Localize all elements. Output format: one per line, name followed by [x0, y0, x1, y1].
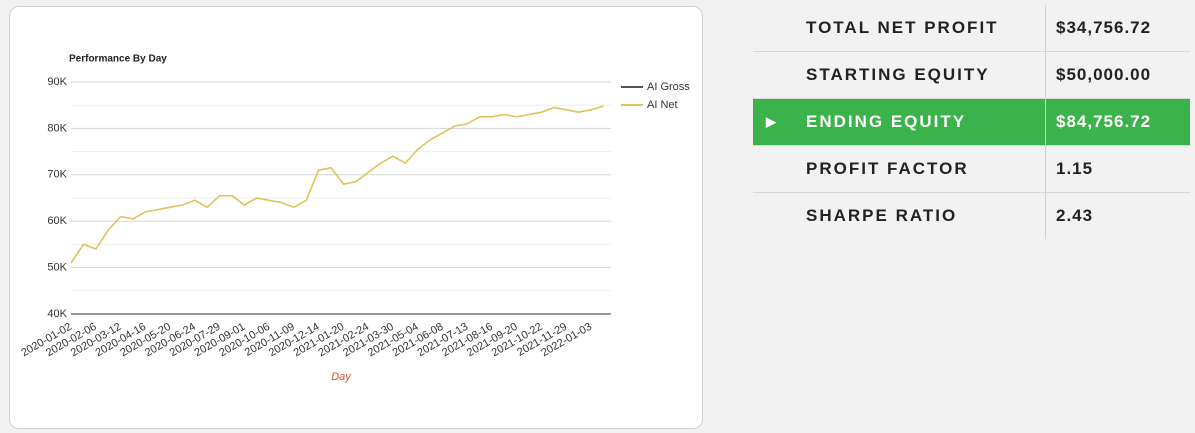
stat-value: 2.43	[1045, 193, 1093, 239]
chart: Performance By Day Day 40K 50K 60K 70K 80K 90…	[19, 54, 690, 383]
y-tick-label: 80K	[47, 122, 67, 134]
stats-row: ▶TOTAL NET PROFIT$34,756.72	[753, 5, 1190, 52]
x-axis-title: Day	[331, 371, 352, 383]
stat-label: STARTING EQUITY	[806, 65, 990, 84]
stat-label: PROFIT FACTOR	[806, 159, 969, 178]
y-tick-label: 40K	[47, 308, 67, 320]
series-line	[70, 105, 604, 264]
stat-value: $84,756.72	[1045, 99, 1151, 145]
stats-row: ▶STARTING EQUITY$50,000.00	[753, 52, 1190, 99]
stat-label: ENDING EQUITY	[806, 112, 967, 131]
y-tick-label: 50K	[47, 262, 67, 274]
y-tick-label: 90K	[47, 76, 67, 88]
row-marker: ▶	[766, 114, 778, 129]
y-tick-label: 70K	[47, 169, 67, 181]
stat-value: $50,000.00	[1045, 52, 1151, 98]
stat-label: SHARPE RATIO	[806, 206, 958, 225]
chart-card: Performance By Day Day 40K 50K 60K 70K 80K 90…	[9, 6, 703, 429]
stats-table: ▶TOTAL NET PROFIT$34,756.72▶STARTING EQU…	[753, 5, 1190, 239]
stat-value: $34,756.72	[1045, 5, 1151, 51]
legend-label: AI Net	[647, 99, 678, 111]
chart-title: Performance By Day	[69, 54, 167, 65]
stats-row: ▶ ENDING EQUITY $84,756.72	[753, 99, 1190, 146]
y-tick-label: 60K	[47, 215, 67, 227]
legend-label: AI Gross	[647, 81, 690, 93]
stat-label: TOTAL NET PROFIT	[806, 18, 999, 37]
stat-value: 1.15	[1045, 146, 1093, 192]
